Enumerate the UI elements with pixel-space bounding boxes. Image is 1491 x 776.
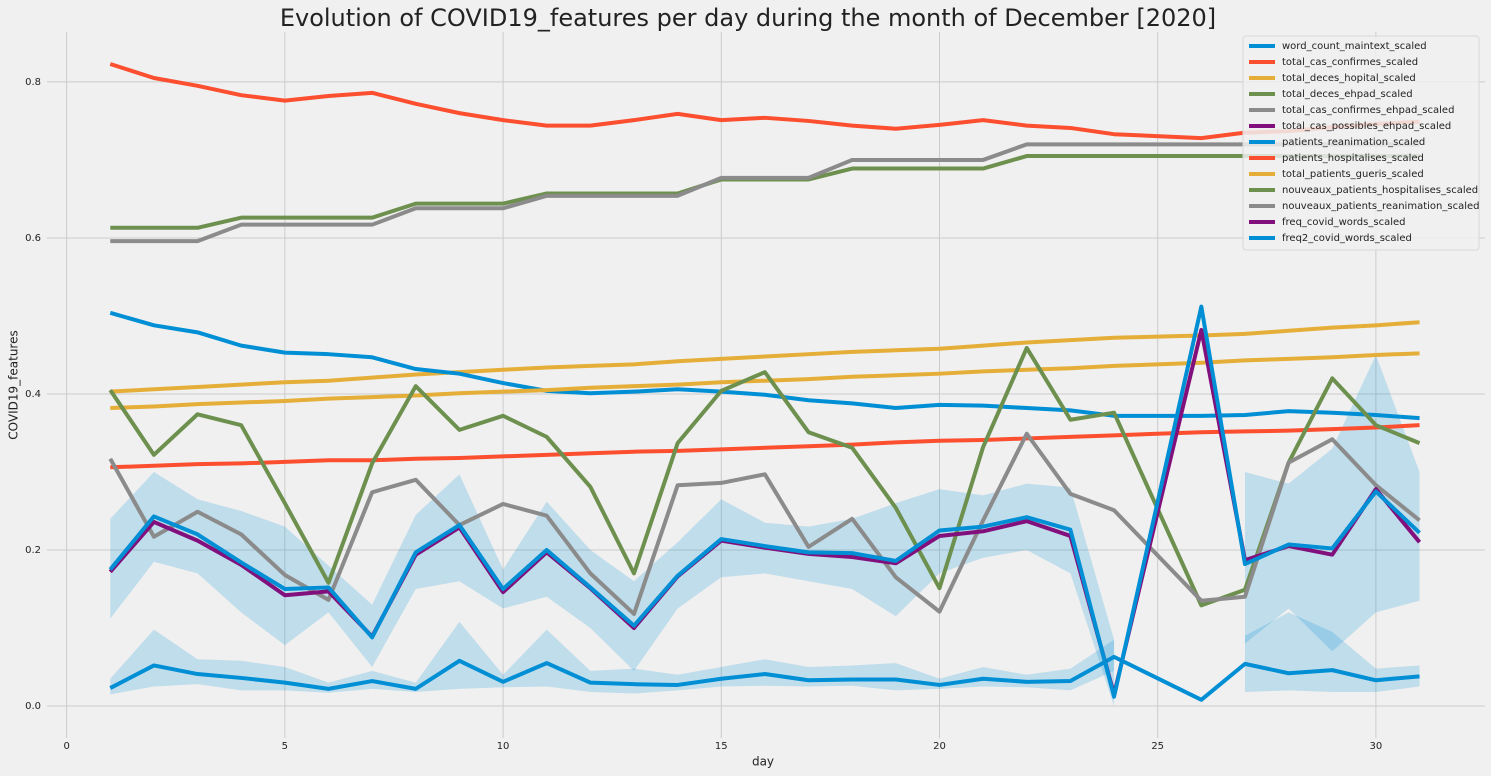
series-line — [108, 345, 1421, 608]
legend-label: nouveaux_patients_reanimation_scaled — [1282, 201, 1479, 212]
series-line — [108, 431, 1421, 616]
x-axis-label: day — [752, 755, 774, 769]
y-axis-label: COVID19_features — [7, 330, 21, 439]
x-tick-label: 5 — [282, 741, 288, 752]
y-tick-label: 0.2 — [25, 545, 41, 556]
legend-label: word_count_maintext_scaled — [1282, 41, 1427, 52]
legend-label: freq2_covid_words_scaled — [1282, 233, 1412, 244]
legend-box — [1242, 35, 1480, 251]
x-tick-label: 20 — [933, 741, 946, 752]
legend-label: total_cas_confirmes_ehpad_scaled — [1282, 105, 1454, 116]
lines — [108, 62, 1422, 702]
y-tick-label: 0.0 — [25, 701, 41, 712]
legend-label: total_cas_possibles_ehpad_scaled — [1282, 121, 1451, 132]
x-tick-label: 0 — [63, 741, 69, 752]
legend-label: total_patients_gueris_scaled — [1282, 169, 1424, 180]
chart-title: Evolution of COVID19_features per day du… — [280, 4, 1216, 32]
series-line — [110, 320, 1420, 394]
y-tick-label: 0.8 — [25, 77, 41, 88]
series-line — [110, 423, 1420, 470]
legend-label: patients_hospitalises_scaled — [1282, 153, 1424, 164]
x-tick-label: 15 — [715, 741, 728, 752]
legend-label: freq_covid_words_scaled — [1282, 217, 1405, 228]
series-line — [108, 304, 1421, 699]
x-tick-label: 10 — [497, 741, 510, 752]
series-line — [109, 654, 1420, 702]
legend-label: total_cas_confirmes_scaled — [1282, 57, 1418, 68]
series-line — [109, 310, 1420, 421]
y-tick-label: 0.4 — [25, 389, 41, 400]
confidence-band — [110, 621, 1115, 695]
legend-label: nouveaux_patients_hospitalises_scaled — [1282, 185, 1478, 196]
series-line — [109, 62, 1420, 141]
legend-label: total_deces_ehpad_scaled — [1282, 89, 1413, 100]
series-line — [110, 142, 1420, 244]
x-tick-label: 30 — [1370, 741, 1383, 752]
legend-label: total_deces_hopital_scaled — [1282, 73, 1416, 84]
x-tick-label: 25 — [1151, 741, 1164, 752]
y-tick-label: 0.6 — [25, 233, 41, 244]
ticks: 0 5 10 15 20 25 30 0.0 0.2 0.4 0.6 0.8 — [25, 77, 1382, 752]
legend-label: patients_reanimation_scaled — [1282, 137, 1425, 148]
legend: word_count_maintext_scaled total_cas_conf… — [1242, 35, 1480, 251]
